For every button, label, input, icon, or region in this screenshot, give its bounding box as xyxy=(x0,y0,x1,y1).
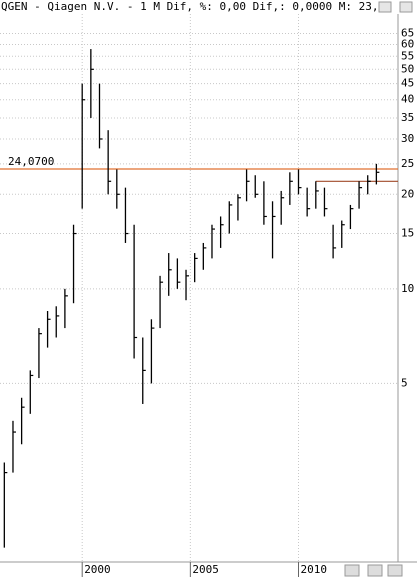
y-tick-label: 15 xyxy=(401,227,414,240)
y-tick-label: 50 xyxy=(401,62,414,75)
y-tick-label: 55 xyxy=(401,49,414,62)
y-tick-label: 25 xyxy=(401,157,414,170)
y-tick-label: 10 xyxy=(401,282,414,295)
line-label: 24,0700 xyxy=(8,155,54,168)
y-tick-label: 35 xyxy=(401,111,414,124)
y-tick-label: 65 xyxy=(401,27,414,40)
header-button[interactable] xyxy=(378,1,392,13)
y-tick-label: 30 xyxy=(401,132,414,145)
header-button[interactable] xyxy=(399,1,413,13)
tool-button[interactable] xyxy=(344,564,360,577)
y-tick-label: 5 xyxy=(401,376,408,389)
x-tick-label: 2000 xyxy=(84,563,111,576)
y-tick-label: 40 xyxy=(401,93,414,106)
tool-button[interactable] xyxy=(367,564,383,577)
y-tick-label: 45 xyxy=(401,77,414,90)
tool-button[interactable] xyxy=(387,564,403,577)
y-tick-label: 20 xyxy=(401,187,414,200)
x-tick-label: 2005 xyxy=(192,563,219,576)
header-bar xyxy=(0,0,417,14)
chart-title: QGEN - Qiagen N.V. - 1 M Dif, %: 0,00 Di… xyxy=(1,0,405,13)
y-tick-label: 60 xyxy=(401,37,414,50)
x-tick-label: 2010 xyxy=(301,563,328,576)
